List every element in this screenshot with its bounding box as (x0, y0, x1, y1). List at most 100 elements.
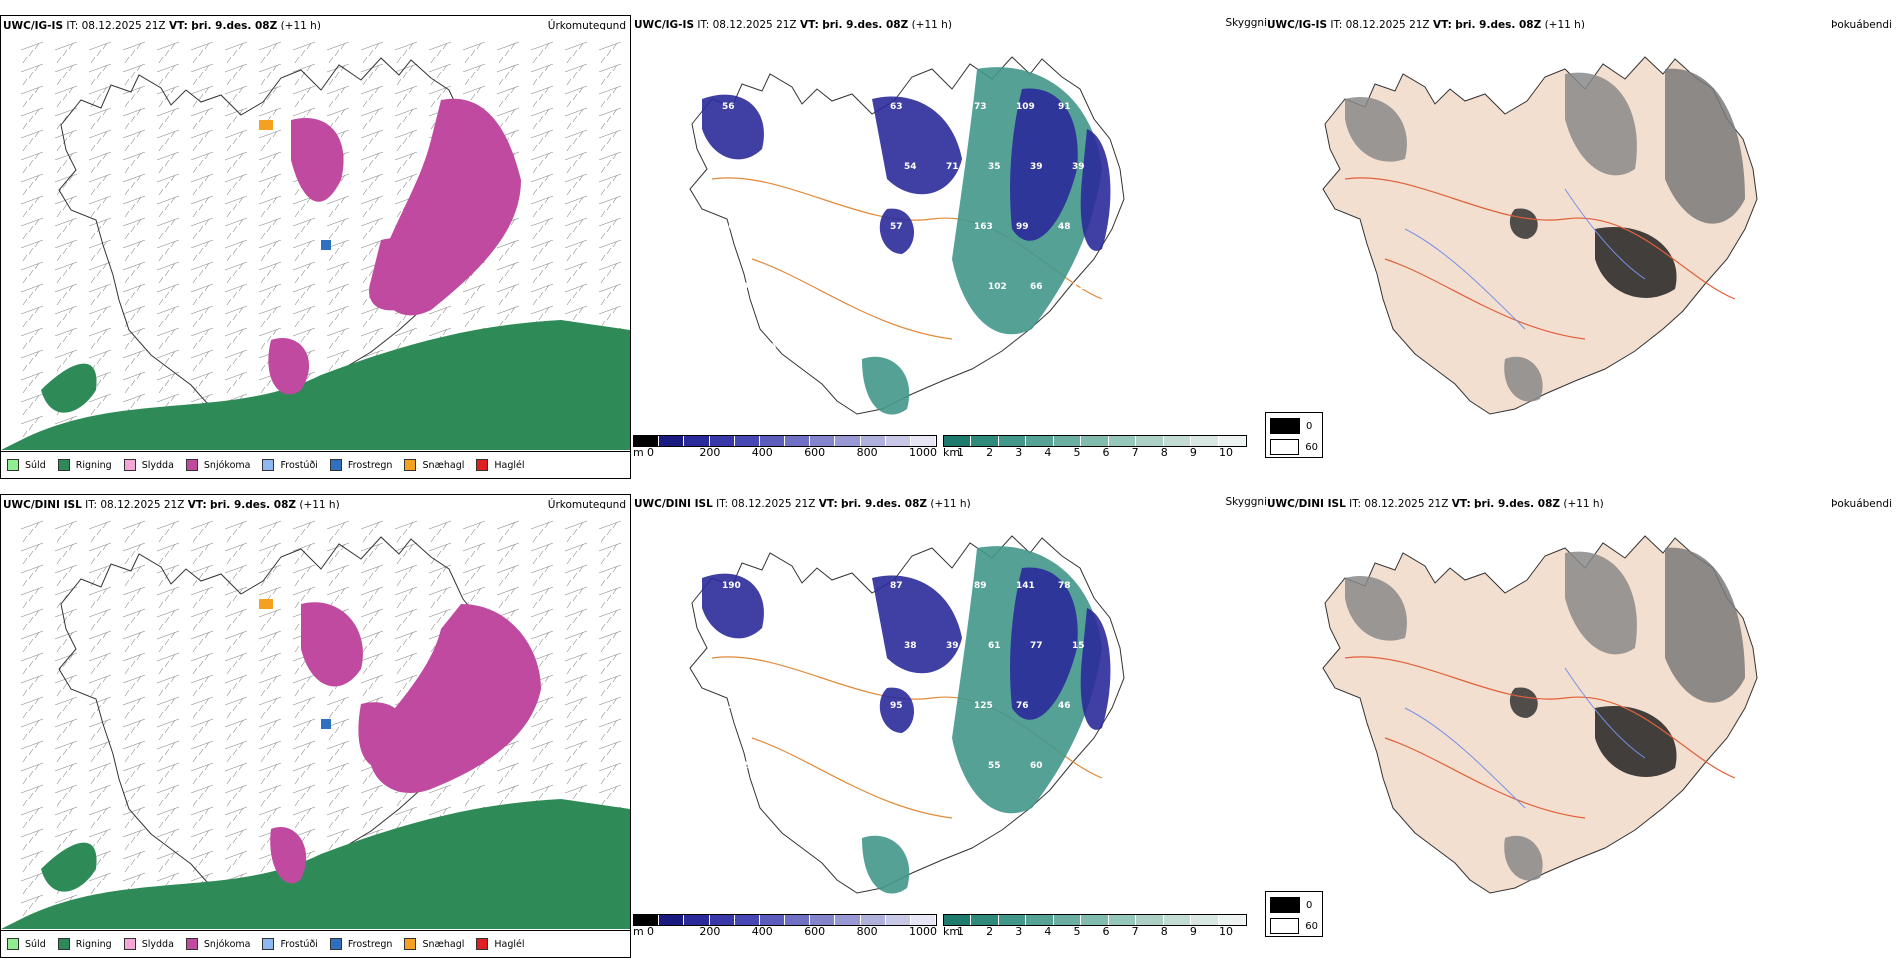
visibility-value: 92 (904, 282, 917, 292)
panel-title: UWC/IG-IS IT: 08.12.2025 21Z VT: þri. 9.… (1267, 19, 1585, 31)
visibility-value: 56 (806, 342, 819, 352)
roads (1344, 177, 1736, 340)
legend-swatch (262, 459, 275, 471)
legend-item-6: Snæhagl (404, 938, 464, 950)
panel-label-visibility: Skyggni (1225, 17, 1268, 29)
rivers (1404, 188, 1646, 330)
colorbar-cell-4 (1053, 436, 1082, 446)
colorbar-tick: 400 (751, 446, 773, 459)
legend-swatch (57, 459, 70, 471)
colorbar-cell-11 (910, 436, 937, 446)
legend-item-2: Slydda (123, 459, 174, 471)
colorbar-cell-4 (734, 915, 760, 925)
legend-swatch (57, 938, 70, 950)
visibility-value: 169 (848, 701, 867, 711)
visibility-value: 58 (806, 581, 819, 591)
colorbar-tick: 0 (647, 446, 654, 459)
visibility-value: 76 (722, 222, 735, 232)
legend-item-6: Snæhagl (404, 459, 464, 471)
visibility-value: 65 (932, 342, 945, 352)
legend-swatch (404, 938, 417, 950)
visibility-value: 77 (1030, 641, 1043, 651)
colorbar-tick: 1 (957, 446, 964, 459)
colorbar-cell-0 (944, 915, 972, 925)
visibility-value: 35 (988, 162, 1001, 172)
visibility-value: 85 (806, 102, 819, 112)
visibility-value: 13 (974, 342, 987, 352)
legend-item-0: Súld (7, 938, 46, 950)
colorbar-cell-10 (885, 915, 911, 925)
panel-title: UWC/IG-IS IT: 08.12.2025 21Z VT: þri. 9.… (3, 20, 321, 32)
visibility-value: 63 (736, 641, 749, 651)
colorbar-tick: 7 (1131, 925, 1139, 938)
visibility-value: 77 (848, 102, 861, 112)
colorbar-tick: 6 (1102, 925, 1110, 938)
visibility-value: 79 (932, 581, 945, 591)
visibility-panel-top: UWC/IG-IS IT: 08.12.2025 21Z VT: þri. 9.… (632, 15, 1267, 479)
visibility-panel-bottom: UWC/DINI ISL IT: 08.12.2025 21Z VT: þri.… (632, 494, 1267, 958)
snow-area-0 (291, 118, 344, 202)
visibility-value: 330 (862, 282, 881, 292)
visibility-value: 39 (1072, 162, 1085, 172)
km-colorbar (943, 914, 1247, 926)
visibility-value: 87 (890, 581, 903, 591)
roads (1344, 656, 1736, 819)
visibility-value: 127 (862, 162, 881, 172)
fog-label-60: 60 (1305, 920, 1318, 932)
colorbar-cell-10 (1218, 436, 1246, 446)
visibility-value: 58 (764, 102, 777, 112)
visibility-value: 44 (764, 342, 777, 352)
visibility-value: 49 (778, 761, 791, 771)
colorbar-cell-4 (1053, 915, 1082, 925)
legend-label: Frostregn (347, 459, 393, 471)
legend-item-3: Snjókoma (185, 938, 250, 950)
freezing-rain-patch (321, 240, 331, 250)
legend-swatch (329, 459, 342, 471)
colorbar-tick: 7 (1131, 446, 1139, 459)
colorbar-tick: 800 (856, 925, 878, 938)
colorbar-cell-2 (998, 915, 1027, 925)
legend-item-4: Frostúði (262, 938, 318, 950)
fog-swatch-0 (1270, 897, 1300, 913)
legend-item-5: Frostregn (329, 938, 392, 950)
colorbar-cell-5 (1081, 436, 1109, 446)
visibility-value: 48 (1058, 222, 1071, 232)
visibility-value: 89 (848, 581, 861, 591)
fog-swatch-60 (1270, 918, 1300, 934)
legend-label: Haglél (494, 938, 525, 950)
legend-item-7: Haglél (476, 459, 525, 471)
visibility-value: 99 (1016, 222, 1029, 232)
colorbar-cell-8 (835, 436, 861, 446)
visibility-value: 38 (904, 641, 917, 651)
snow-area-3 (268, 338, 310, 395)
visibility-area-1 (872, 575, 962, 674)
legend-label: Frostúði (280, 459, 318, 471)
colorbar-cell-8 (835, 915, 861, 925)
precip-legend: Súld Rigning Slydda Snjókoma Frostúði Frostre… (1, 451, 630, 478)
fog-map (1265, 29, 1896, 449)
visibility-value: 222 (722, 701, 741, 711)
colorbar-cell-1 (971, 915, 999, 925)
visibility-value: 73 (974, 102, 987, 112)
fog-scale-box: 0 60 (1265, 891, 1323, 937)
colorbar-tick: 8 (1160, 925, 1168, 938)
colorbar-tick: 5 (1073, 446, 1081, 459)
colorbar-cell-3 (709, 915, 735, 925)
fog-label-0: 0 (1306, 899, 1313, 911)
colorbar-tick: 4 (1044, 446, 1052, 459)
legend-item-1: Rigning (57, 938, 112, 950)
visibility-value: 102 (988, 282, 1007, 292)
height-colorbar (633, 914, 937, 926)
colorbar-cell-5 (1081, 915, 1109, 925)
colorbar-tick: 6 (1102, 446, 1110, 459)
colorbar-cell-0 (634, 436, 660, 446)
visibility-value: 208 (932, 222, 951, 232)
colorbar-tick: 2 (986, 925, 994, 938)
colorbar-cell-7 (1136, 436, 1164, 446)
snow-area-3 (270, 827, 307, 884)
fog-map (1265, 508, 1896, 928)
fog-area-2 (1665, 547, 1745, 703)
colorbar-cell-7 (1136, 915, 1164, 925)
panel-label-fog: Þokuábendi (1831, 498, 1892, 510)
fog-area-5 (1504, 835, 1543, 881)
